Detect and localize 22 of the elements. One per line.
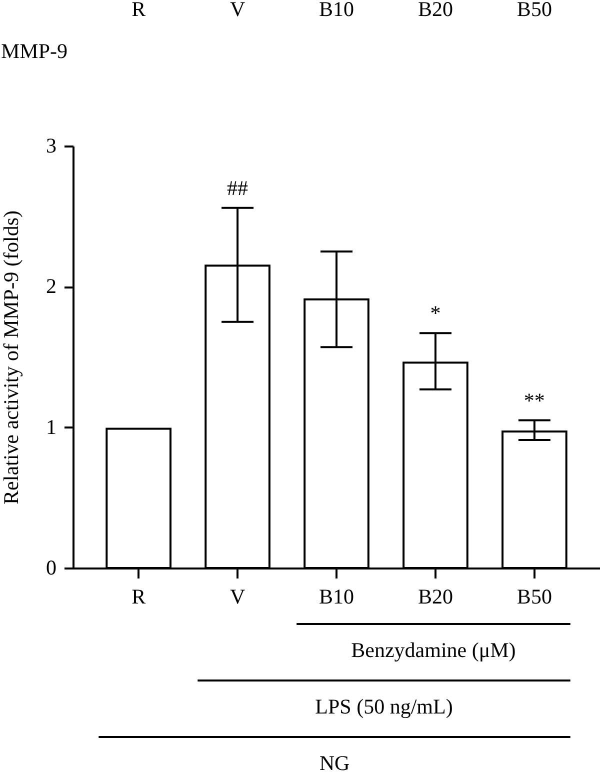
text: NG xyxy=(319,751,350,773)
text: MMP-9 xyxy=(1,39,68,63)
x-tick-label: V xyxy=(230,584,246,608)
category-label: B50 xyxy=(516,0,552,21)
x-tick-label: B10 xyxy=(318,584,354,608)
text: Benzydamine (μM) xyxy=(351,638,516,662)
y-tick-label: 0 xyxy=(46,556,56,580)
annotation: ## xyxy=(227,176,249,200)
annotation: * xyxy=(430,301,441,326)
x-tick-label: B50 xyxy=(516,584,552,608)
category-label: B10 xyxy=(318,0,354,21)
category-label: R xyxy=(132,0,146,21)
text: LPS (50 ng/mL) xyxy=(315,694,453,718)
x-tick-label: B20 xyxy=(418,584,453,608)
annotation: ** xyxy=(524,388,545,412)
category-label: B20 xyxy=(418,0,453,21)
category-label: V xyxy=(230,0,246,21)
y-axis-title: Relative activity of MMP-9 (folds) xyxy=(0,210,23,504)
y-tick-label: 3 xyxy=(46,134,56,158)
y-tick-label: 2 xyxy=(46,274,56,298)
x-tick-label: R xyxy=(132,584,146,608)
y-tick-label: 1 xyxy=(46,414,56,439)
